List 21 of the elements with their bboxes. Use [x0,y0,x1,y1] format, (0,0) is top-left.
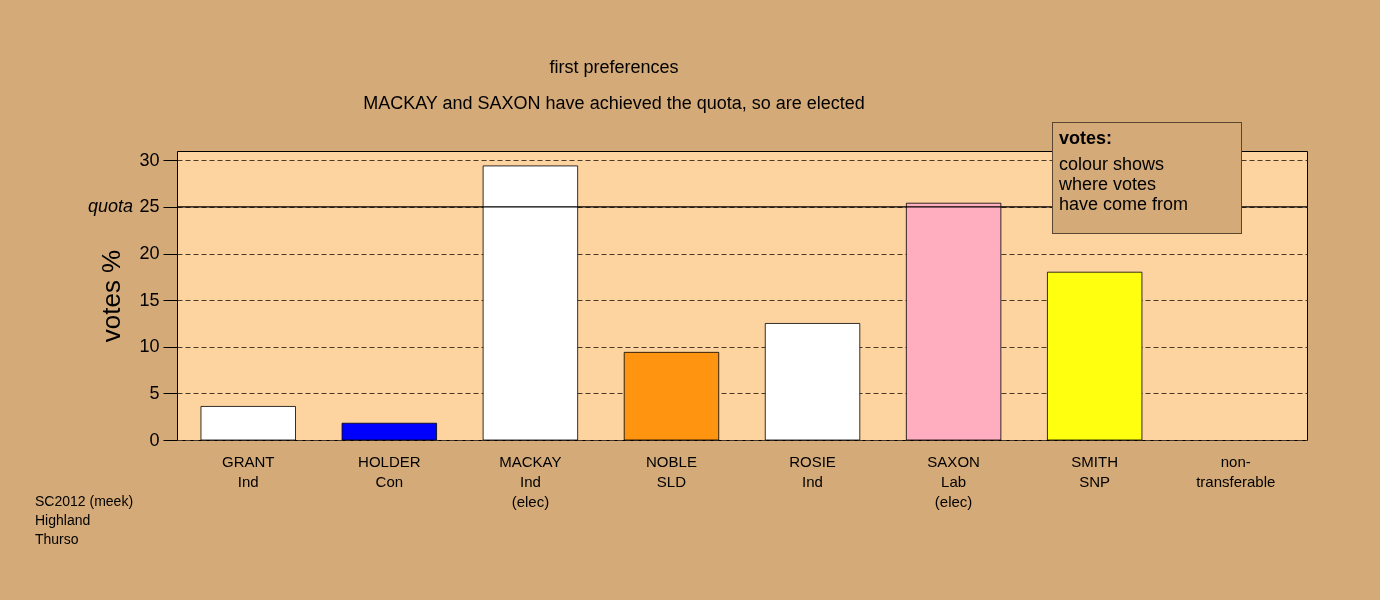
x-tick-label: MACKAY Ind (elec) [499,452,562,510]
y-axis-title: votes % [96,249,127,343]
chart-title: first preferences [549,57,679,77]
y-tick-label: 20 [139,243,160,264]
y-tick-label: 10 [139,336,160,357]
x-tick-label: HOLDER Con [358,452,421,490]
x-tick-label: SMITH SNP [1071,452,1119,490]
text: SC2012 (meek) Highland Thurso [35,492,134,549]
y-tick-label: 0 [149,429,160,450]
y-tick-label: 30 [139,149,160,170]
chart-subtitle: MACKAY and SAXON have achieved the quota, so are elected [363,93,865,113]
ref-line-label: quota [87,195,133,216]
annotation: votes: colour shows where votes have come from [1059,128,1190,214]
y-tick-label: 5 [149,382,160,403]
x-tick-label: non- transferable [1196,452,1276,490]
x-tick-label: NOBLE SLD [646,452,697,490]
y-tick-label: 15 [139,289,160,310]
x-tick-label: GRANT Ind [221,452,275,490]
x-tick-label: SAXON Lab (elec) [927,452,980,510]
x-tick-label: ROSIE Ind [789,452,836,490]
y-tick-label: 25 [139,196,160,217]
